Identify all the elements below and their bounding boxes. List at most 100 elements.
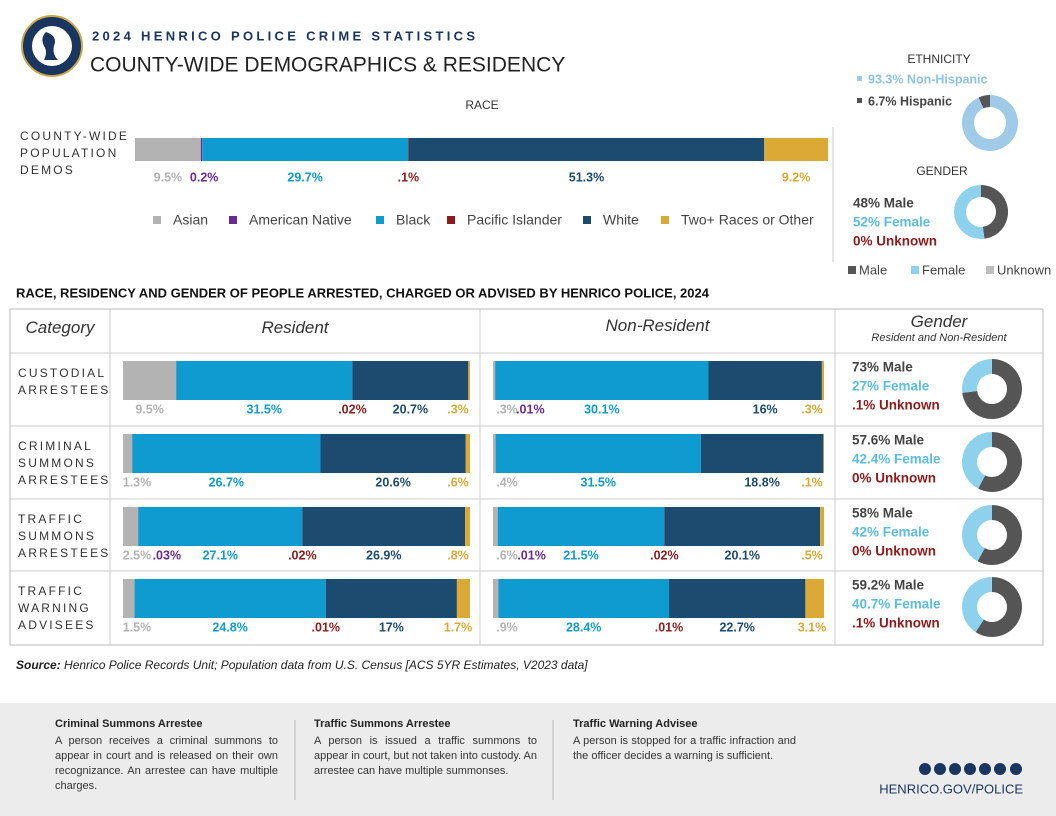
- legend-label: Unknown: [997, 262, 1051, 277]
- definition-term: Traffic Summons Arrestee: [314, 718, 451, 730]
- header-gender-sub: Resident and Non-Resident: [871, 332, 1007, 344]
- bar-segment: [202, 138, 409, 161]
- bar-value-label: 31.5%: [581, 475, 616, 489]
- bar-segment: [493, 507, 498, 546]
- bar-value-label: 29.7%: [287, 170, 322, 184]
- donut-slice: [978, 95, 990, 109]
- bar-value-label: 26.9%: [366, 548, 401, 562]
- bar-value-label: .01%: [517, 548, 546, 562]
- ethnicity-label: 93.3% Non-Hispanic: [868, 72, 988, 86]
- source-text: Henrico Police Records Unit; Population …: [64, 658, 588, 672]
- bar-segment: [132, 434, 321, 473]
- bar-value-label: 26.7%: [209, 475, 244, 489]
- gender-label: 0% Unknown: [853, 234, 937, 249]
- bar-value-label: .6%: [496, 548, 518, 562]
- gender-label: 59.2% Male: [852, 578, 925, 593]
- gender-label: 0% Unknown: [852, 544, 936, 559]
- bar-value-label: .02%: [338, 402, 367, 416]
- source-label: Source:: [16, 658, 61, 672]
- legend-swatch: [583, 216, 591, 224]
- bar-value-label: .01%: [516, 402, 545, 416]
- bar-segment: [408, 138, 765, 161]
- gender-label: 52% Female: [853, 215, 931, 230]
- bar-value-label: 1.5%: [123, 620, 152, 634]
- legend-label: American Native: [249, 212, 352, 228]
- gender-label: 27% Female: [852, 379, 930, 394]
- bar-value-label: 20.7%: [393, 402, 428, 416]
- bar-segment: [176, 361, 353, 400]
- legend-swatch: [661, 216, 669, 224]
- legend-swatch: [986, 266, 994, 274]
- legend-swatch: [153, 216, 161, 224]
- gender-title: GENDER: [916, 164, 968, 178]
- bar-segment: [200, 138, 203, 161]
- donut-slice: [961, 95, 1018, 152]
- gender-label: 42.4% Female: [852, 452, 941, 467]
- gender-label: 42% Female: [852, 525, 930, 540]
- bar-value-label: .03%: [153, 548, 182, 562]
- bar-value-label: .01%: [312, 620, 341, 634]
- bar-value-label: .4%: [496, 475, 518, 489]
- bar-value-label: 18.8%: [744, 475, 779, 489]
- bar-value-label: 9.2%: [782, 170, 811, 184]
- bar-segment: [497, 507, 665, 546]
- category-label: TRAFFIC SUMMONS ARRESTEES: [18, 512, 111, 560]
- bar-segment: [498, 579, 669, 618]
- social-icons: [919, 763, 1022, 775]
- bar-segment: [325, 579, 457, 618]
- bar-segment: [805, 579, 824, 618]
- bar-value-label: 30.1%: [584, 402, 619, 416]
- kicker: 2024 HENRICO POLICE CRIME STATISTICS: [92, 28, 478, 43]
- legend-swatch: [857, 76, 862, 81]
- bar-value-label: 9.5%: [135, 402, 164, 416]
- bar-segment: [764, 138, 828, 161]
- table-border: [9, 308, 1044, 646]
- legend-swatch: [848, 266, 856, 274]
- legend-label: Pacific Islander: [467, 212, 562, 228]
- bar-value-label: 31.5%: [247, 402, 282, 416]
- bar-segment: [495, 361, 709, 400]
- bar-segment: [493, 579, 499, 618]
- bar-value-label: .02%: [650, 548, 679, 562]
- bar-segment: [468, 361, 470, 400]
- footer-band: [0, 703, 1056, 816]
- bar-value-label: .1%: [801, 475, 823, 489]
- legend-label: Asian: [173, 212, 208, 228]
- bar-value-label: 0.2%: [190, 170, 219, 184]
- bar-segment: [123, 579, 135, 618]
- legend-label: Two+ Races or Other: [681, 212, 814, 228]
- bar-segment: [123, 361, 177, 400]
- bar-segment: [495, 434, 701, 473]
- bar-value-label: 16%: [753, 402, 778, 416]
- title: COUNTY-WIDE DEMOGRAPHICS & RESIDENCY: [90, 54, 565, 77]
- legend-swatch: [376, 216, 384, 224]
- gender-label: 58% Male: [852, 506, 913, 521]
- bar-value-label: 27.1%: [203, 548, 238, 562]
- race-title: RACE: [465, 98, 498, 112]
- bar-segment: [134, 579, 326, 618]
- legend-label: Male: [859, 262, 887, 277]
- bar-segment: [123, 507, 139, 546]
- bar-segment: [465, 434, 470, 473]
- bar-segment: [823, 434, 824, 473]
- gender-label: .1% Unknown: [852, 398, 940, 413]
- bar-value-label: 28.4%: [566, 620, 601, 634]
- bar-value-label: .1%: [398, 170, 420, 184]
- bar-segment: [135, 138, 201, 161]
- definition-text: A person is stopped for a traffic infrac…: [573, 735, 796, 762]
- bar-value-label: 51.3%: [569, 170, 604, 184]
- bar-segment: [302, 507, 466, 546]
- header-nonresident: Non-Resident: [605, 316, 710, 335]
- bar-value-label: .3%: [801, 402, 823, 416]
- legend-label: Black: [396, 212, 431, 228]
- bar-segment: [664, 507, 821, 546]
- bar-value-label: 3.1%: [798, 620, 827, 634]
- website: HENRICO.GOV/POLICE: [879, 781, 1023, 796]
- bar-segment: [700, 434, 824, 473]
- table-title: RACE, RESIDENCY AND GENDER OF PEOPLE ARR…: [16, 285, 710, 300]
- donut-slice: [961, 359, 992, 393]
- population-label: COUNTY-WIDE POPULATION DEMOS: [20, 129, 130, 177]
- category-label: TRAFFIC WARNING ADVISEES: [18, 584, 96, 632]
